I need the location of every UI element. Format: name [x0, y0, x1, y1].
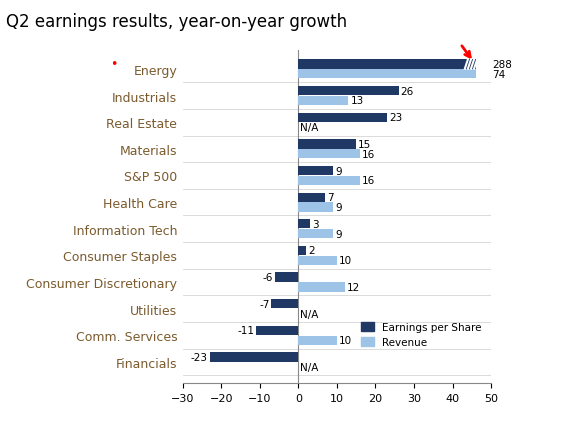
Bar	[299, 336, 337, 345]
Text: 13: 13	[351, 96, 364, 106]
Text: 23: 23	[389, 113, 402, 123]
Bar	[256, 326, 299, 335]
Text: 9: 9	[335, 203, 341, 213]
Text: 16: 16	[362, 176, 375, 186]
Text: 10: 10	[339, 256, 352, 266]
Text: 15: 15	[358, 140, 371, 150]
Bar	[299, 150, 360, 159]
Bar	[299, 256, 337, 265]
Bar	[299, 176, 360, 186]
Bar	[299, 203, 333, 212]
Bar	[299, 70, 476, 79]
Text: 9: 9	[335, 166, 341, 176]
Bar	[299, 113, 387, 123]
Bar	[299, 140, 356, 149]
Text: -7: -7	[259, 299, 270, 309]
Bar	[299, 193, 325, 202]
Text: -11: -11	[237, 325, 254, 336]
Legend: Earnings per Share, Revenue: Earnings per Share, Revenue	[357, 318, 486, 351]
Bar	[299, 283, 345, 292]
Bar	[271, 299, 299, 309]
Text: 16: 16	[362, 150, 375, 159]
Text: •: •	[111, 58, 118, 71]
Text: 26: 26	[400, 86, 414, 96]
Text: 9: 9	[335, 229, 341, 239]
Text: 288: 288	[492, 60, 512, 70]
Text: -23: -23	[191, 352, 208, 362]
Text: Q2 earnings results, year-on-year growth: Q2 earnings results, year-on-year growth	[6, 13, 347, 31]
Bar	[299, 220, 310, 229]
Bar	[299, 60, 476, 69]
Bar	[299, 97, 348, 106]
Text: 10: 10	[339, 336, 352, 345]
Bar	[299, 230, 333, 239]
Bar	[299, 167, 333, 176]
Text: 2: 2	[308, 246, 315, 256]
Bar	[210, 353, 299, 362]
Text: N/A: N/A	[300, 362, 319, 372]
Bar	[299, 246, 306, 256]
Text: 74: 74	[492, 70, 505, 80]
Text: -6: -6	[263, 273, 274, 282]
Text: 7: 7	[327, 193, 334, 203]
Text: 3: 3	[312, 219, 319, 229]
Text: N/A: N/A	[300, 123, 319, 133]
Bar	[299, 87, 399, 96]
Text: 12: 12	[347, 282, 360, 292]
Bar	[275, 273, 299, 282]
Text: N/A: N/A	[300, 309, 319, 319]
